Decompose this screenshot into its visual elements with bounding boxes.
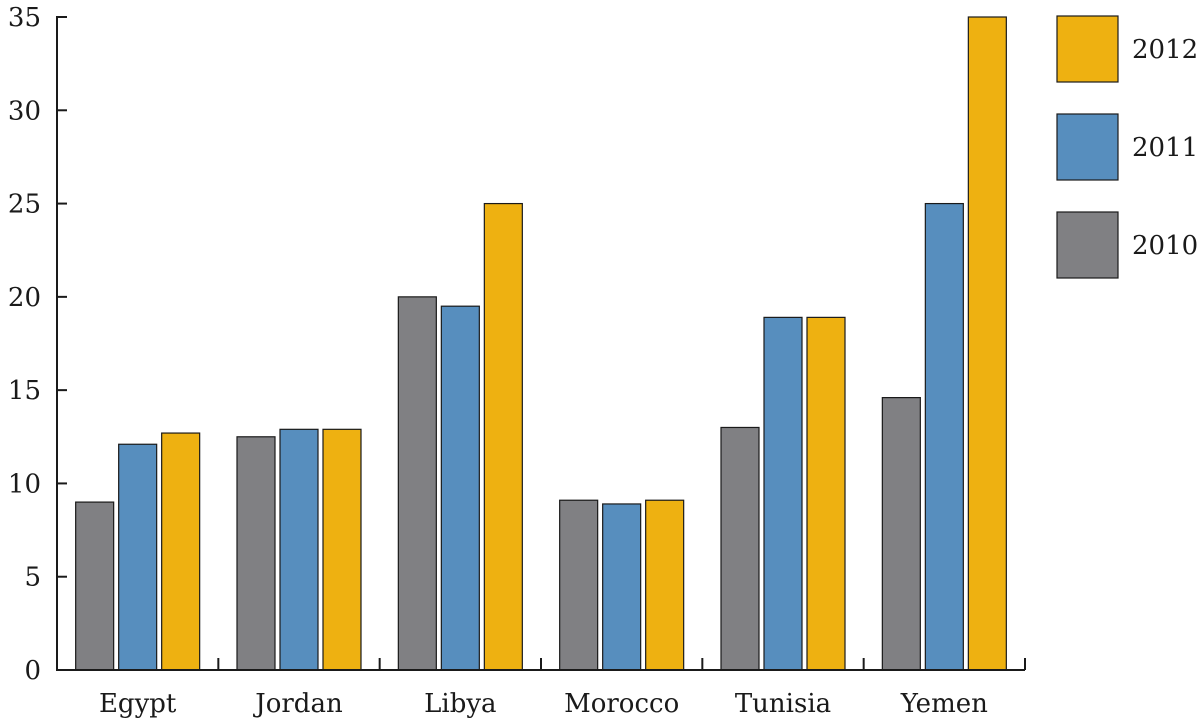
bar-tunisia-2011 [763,316,803,671]
bar-jordan-2010 [236,436,276,671]
legend-label-2011: 2011 [1132,133,1198,163]
bar-egypt-2011 [118,443,158,671]
x-axis: Egypt Jordan Libya Morocco Tunisia Yemen [57,658,1026,719]
x-tick-label-jordan: Jordan [252,689,343,719]
bar-libya-2012 [483,202,523,671]
y-tick-label: 20 [8,283,41,313]
bar-jordan-2012 [322,428,362,671]
bar-yemen-2012 [967,16,1007,671]
y-axis: 0 5 10 15 20 25 30 35 [8,3,67,686]
legend-swatch-2010 [1056,211,1119,279]
x-tick-label-libya: Libya [424,689,496,719]
y-tick-label: 35 [8,3,41,33]
bar-libya-2011 [440,305,480,671]
bar-morocco-2012 [645,499,685,671]
bar-jordan-2011 [279,428,319,671]
legend-label-2010: 2010 [1132,231,1198,261]
y-tick-label: 25 [8,190,41,220]
y-tick-label: 10 [8,469,41,499]
bar-tunisia-2012 [806,316,846,671]
bar-yemen-2011 [924,202,964,671]
legend-swatch-2011 [1056,113,1119,181]
x-tick-label-tunisia: Tunisia [735,689,831,719]
legend-swatch-2012 [1056,15,1119,83]
bar-tunisia-2010 [720,426,760,671]
y-tick-label: 30 [8,96,41,126]
bars-layer [75,16,1007,671]
legend: 2012 2011 2010 [1056,15,1198,279]
x-tick-label-egypt: Egypt [99,689,177,719]
y-tick-label: 5 [24,563,41,593]
bar-egypt-2010 [75,501,115,671]
legend-label-2012: 2012 [1132,35,1198,65]
bar-yemen-2010 [881,397,921,671]
bar-libya-2010 [397,296,437,671]
x-tick-label-morocco: Morocco [564,689,679,719]
x-tick-label-yemen: Yemen [900,689,988,719]
bar-morocco-2011 [602,503,642,671]
bar-egypt-2012 [161,432,201,671]
bar-morocco-2010 [559,499,599,671]
y-tick-label: 15 [8,376,41,406]
y-tick-label: 0 [24,656,41,686]
